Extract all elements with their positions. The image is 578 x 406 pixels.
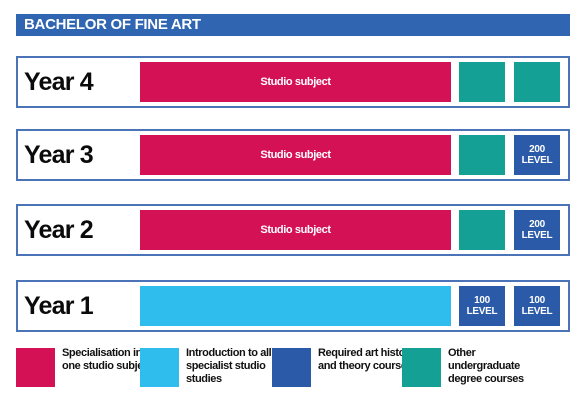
legend-item-introduction: Introduction to all specialist studio st… — [140, 347, 275, 392]
legend-item-required: Required art history and theory courses — [272, 347, 415, 392]
legend-label-specialisation: Specialisation in one studio subject — [62, 347, 152, 372]
year-1-intro-block — [140, 286, 451, 326]
year-2-studio-block: Studio subject — [140, 210, 451, 250]
legend-item-specialisation: Specialisation in one studio subject — [16, 347, 152, 392]
chart-title: BACHELOR OF FINE ART — [16, 14, 570, 36]
legend-label-other: Other undergraduate degree courses — [448, 347, 524, 385]
year-3-label: Year 3 — [24, 141, 94, 169]
year-2-label: Year 2 — [24, 216, 94, 244]
legend-swatch-required — [272, 348, 311, 387]
legend-label-introduction: Introduction to all specialist studio st… — [186, 347, 272, 385]
legend-swatch-other — [402, 348, 441, 387]
year-1-row: Year 1 100 LEVEL 100 LEVEL — [16, 280, 570, 332]
year-4-label: Year 4 — [24, 68, 94, 96]
year-3-studio-block: Studio subject — [140, 135, 451, 175]
year-1-label: Year 1 — [24, 292, 94, 320]
year-2-row: Year 2 Studio subject 200 LEVEL — [16, 204, 570, 256]
year-4-other-block-1 — [459, 62, 505, 102]
year-4-studio-block: Studio subject — [140, 62, 451, 102]
legend-swatch-studio — [16, 348, 55, 387]
year-2-other-block — [459, 210, 505, 250]
year-3-other-block — [459, 135, 505, 175]
legend-label-required: Required art history and theory courses — [318, 347, 415, 372]
legend-swatch-intro — [140, 348, 179, 387]
year-4-other-block-2 — [514, 62, 560, 102]
year-4-row: Year 4 Studio subject — [16, 56, 570, 108]
year-2-200-level-block: 200 LEVEL — [514, 210, 560, 250]
year-3-row: Year 3 Studio subject 200 LEVEL — [16, 129, 570, 181]
year-1-100-level-block-2: 100 LEVEL — [514, 286, 560, 326]
year-1-100-level-block-1: 100 LEVEL — [459, 286, 505, 326]
year-3-200-level-block: 200 LEVEL — [514, 135, 560, 175]
legend-item-other: Other undergraduate degree courses — [402, 347, 542, 392]
